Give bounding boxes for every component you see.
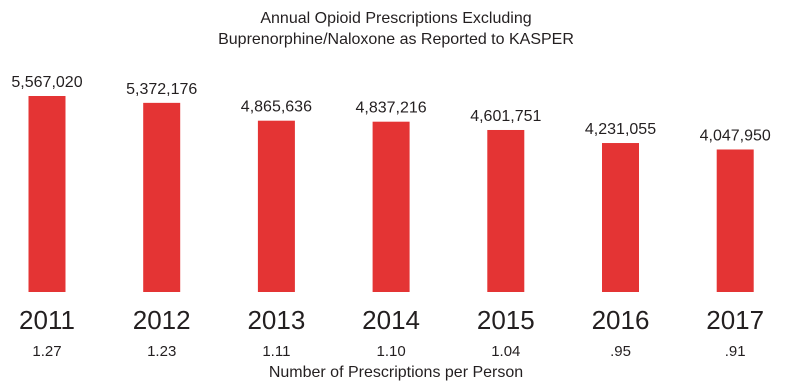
year-label-2011: 2011 <box>19 305 75 335</box>
bar-2013 <box>258 121 295 292</box>
per-person-label-2013: 1.11 <box>262 343 290 360</box>
year-label-2016: 2016 <box>592 305 650 335</box>
value-label-2013: 4,865,636 <box>241 99 312 116</box>
bar-2012 <box>143 103 180 292</box>
per-person-label-2016: .95 <box>610 343 631 360</box>
per-person-label-2011: 1.27 <box>32 343 61 360</box>
bar-2011 <box>29 96 66 292</box>
bar-2017 <box>717 149 754 292</box>
bar-2014 <box>373 122 410 292</box>
year-label-2015: 2015 <box>477 305 535 335</box>
year-label-2013: 2013 <box>247 305 305 335</box>
per-person-label-2012: 1.23 <box>147 343 176 360</box>
per-person-label-2014: 1.10 <box>376 343 405 360</box>
value-label-2016: 4,231,055 <box>585 121 656 138</box>
bar-2015 <box>487 130 524 292</box>
value-label-2012: 5,372,176 <box>126 81 197 98</box>
value-label-2014: 4,837,216 <box>356 100 427 117</box>
bar-2016 <box>602 143 639 292</box>
per-person-label-2017: .91 <box>725 343 746 360</box>
value-label-2017: 4,047,950 <box>700 127 771 144</box>
year-label-2012: 2012 <box>133 305 191 335</box>
value-label-2015: 4,601,751 <box>470 108 541 125</box>
per-person-label-2015: 1.04 <box>491 343 520 360</box>
per-person-axis-title: Number of Prescriptions per Person <box>0 364 792 382</box>
year-label-2014: 2014 <box>362 305 420 335</box>
year-label-2017: 2017 <box>706 305 764 335</box>
value-label-2011: 5,567,020 <box>11 74 82 91</box>
